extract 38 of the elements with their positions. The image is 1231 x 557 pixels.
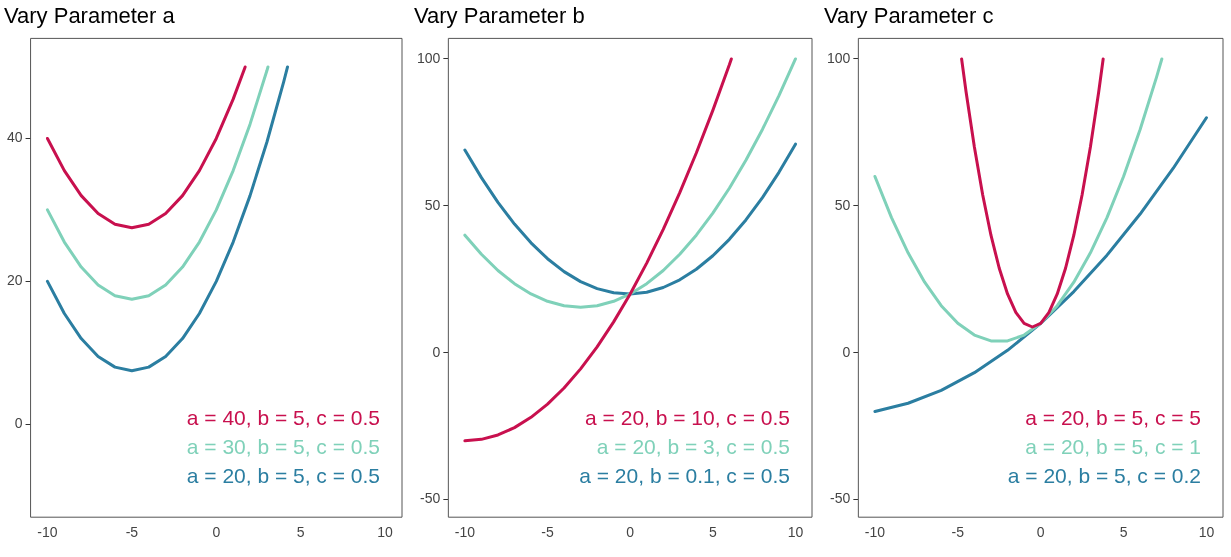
x-tick-label: 5 [1119,524,1128,541]
y-tick-label: 100 [827,49,851,66]
y-tick-label: 0 [432,343,441,360]
y-tick-label: 100 [417,49,441,66]
y-tick-label: 0 [842,343,851,360]
chart-title: Vary Parameter c [824,3,994,29]
y-tick-label: 50 [424,196,441,213]
x-tick-label: -10 [864,524,886,541]
x-tick-label: 0 [626,524,635,541]
x-tick-label: -5 [951,524,965,541]
x-tick-label: 0 [212,524,221,541]
x-tick-label: 5 [296,524,305,541]
x-tick-label: 0 [1036,524,1045,541]
text: a = 20, b = 5, c = 0.2 [1007,464,1201,487]
y-tick-label: -50 [420,490,441,507]
y-tick-label: 50 [834,196,851,213]
x-tick-label: -10 [37,524,58,541]
text: a = 20, b = 0.1, c = 0.5 [579,464,790,487]
x-tick-label: -10 [454,524,476,541]
chart-title: Vary Parameter a [4,3,176,29]
x-tick-label: -5 [125,524,139,541]
x-tick-label: 10 [377,524,394,541]
x-tick-label: 10 [1198,524,1215,541]
y-tick-label: -50 [830,490,851,507]
series-label: a = 20, b = 10, c = 0.5 [585,406,790,429]
x-tick-label: 5 [708,524,717,541]
text: a = 20, b = 5, c = 5 [1025,406,1201,429]
text: a = 40, b = 5, c = 0.5 [186,406,380,429]
text: a = 20, b = 3, c = 0.5 [596,435,790,458]
y-tick-label: 0 [14,415,23,432]
chart-title: Vary Parameter b [414,3,585,29]
text: a = 20, b = 5, c = 1 [1025,435,1201,458]
text: a = 30, b = 5, c = 0.5 [186,435,380,458]
y-tick-label: 20 [6,272,23,289]
x-tick-label: 10 [787,524,804,541]
text: a = 20, b = 5, c = 0.5 [186,464,380,487]
x-tick-label: -5 [541,524,554,541]
y-tick-label: 40 [6,129,23,146]
